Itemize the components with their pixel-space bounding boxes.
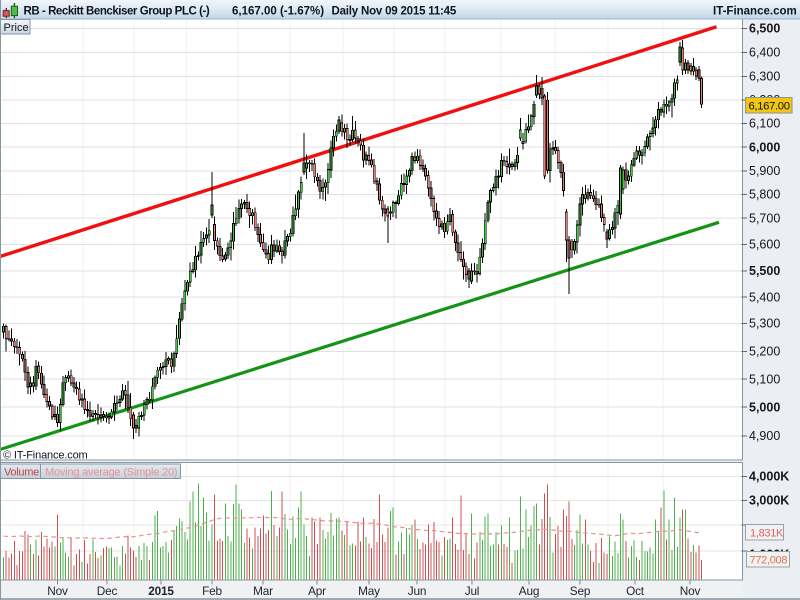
svg-text:5,800: 5,800 [749, 188, 780, 202]
svg-text:2015: 2015 [148, 584, 174, 598]
svg-text:5,700: 5,700 [749, 211, 780, 225]
svg-text:4,900: 4,900 [749, 429, 780, 443]
svg-text:6,167.00: 6,167.00 [749, 101, 790, 113]
svg-text:Jul: Jul [465, 584, 479, 598]
svg-text:RB - Reckitt Benckiser Group P: RB - Reckitt Benckiser Group PLC (-) [24, 5, 210, 17]
svg-text:5,900: 5,900 [749, 164, 780, 178]
svg-text:5,400: 5,400 [749, 290, 780, 304]
svg-text:772,008: 772,008 [750, 554, 788, 566]
svg-text:5,100: 5,100 [749, 372, 780, 386]
svg-text:6,500: 6,500 [749, 22, 780, 36]
svg-text:Moving average (Simple 20): Moving average (Simple 20) [45, 466, 177, 478]
svg-text:IT-Finance.com: IT-Finance.com [713, 5, 797, 17]
svg-text:4,000K: 4,000K [749, 470, 789, 484]
svg-text:Nov: Nov [680, 584, 701, 598]
svg-text:Daily Nov 09 2015 11:45: Daily Nov 09 2015 11:45 [332, 5, 457, 17]
svg-text:5,200: 5,200 [749, 345, 780, 359]
svg-text:6,400: 6,400 [749, 46, 780, 60]
svg-text:Price: Price [4, 22, 29, 34]
svg-text:Apr: Apr [308, 584, 326, 598]
svg-text:5,600: 5,600 [749, 238, 780, 252]
svg-text:Oct: Oct [626, 584, 645, 598]
svg-text:Jun: Jun [408, 584, 426, 598]
svg-text:6,100: 6,100 [749, 117, 780, 131]
svg-text:5,500: 5,500 [749, 264, 780, 278]
svg-text:Mar: Mar [253, 584, 273, 598]
svg-text:6,167.00 (-1.67%): 6,167.00 (-1.67%) [232, 5, 324, 17]
svg-text:Aug: Aug [519, 584, 539, 598]
svg-text:Dec: Dec [97, 584, 118, 598]
svg-text:May: May [358, 584, 380, 598]
svg-text:1,831K: 1,831K [750, 528, 784, 540]
svg-text:3,000K: 3,000K [749, 494, 789, 508]
svg-text:Sep: Sep [570, 584, 591, 598]
svg-text:Feb: Feb [202, 584, 222, 598]
svg-text:5,000: 5,000 [749, 400, 780, 414]
svg-text:6,300: 6,300 [749, 70, 780, 84]
svg-text:Volume: Volume [4, 466, 39, 478]
svg-text:6,000: 6,000 [749, 140, 780, 154]
svg-text:© IT-Finance.com: © IT-Finance.com [3, 449, 88, 461]
svg-text:Nov: Nov [47, 584, 68, 598]
svg-text:5,300: 5,300 [749, 317, 780, 331]
